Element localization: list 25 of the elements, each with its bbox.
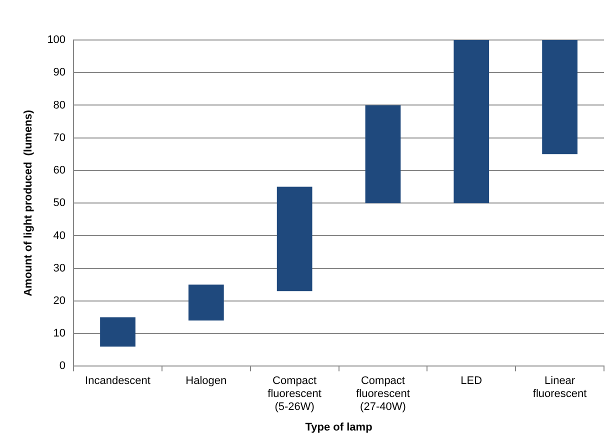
y-tick-label: 0	[59, 360, 66, 372]
y-tick-label: 40	[53, 230, 66, 242]
x-tick-label: Incandescent	[85, 374, 150, 387]
x-tick-label: Halogen	[186, 374, 227, 387]
bar	[542, 40, 578, 154]
x-tick-label: LED	[460, 374, 482, 387]
y-tick-label: 10	[53, 328, 66, 340]
x-tick-label: Compact fluorescent (27-40W)	[356, 374, 410, 414]
y-tick-label: 80	[53, 99, 66, 112]
y-tick-label: 50	[53, 197, 66, 210]
bar	[276, 186, 312, 292]
y-tick-label: 90	[53, 66, 66, 79]
y-tick-label: 30	[53, 262, 66, 274]
x-tick-label: Compact fluorescent (5-26W)	[268, 374, 322, 414]
bar	[454, 40, 490, 204]
y-tick-label: 100	[47, 34, 66, 46]
bar	[188, 284, 224, 321]
y-tick-label: 60	[53, 164, 66, 177]
x-tick-label: Linear fluorescent	[532, 374, 587, 400]
bar	[365, 105, 401, 204]
y-tick-label: 70	[53, 132, 66, 144]
y-tick-label: 20	[53, 294, 66, 307]
bar	[100, 317, 136, 347]
x-axis-title: Type of lamp	[305, 421, 373, 434]
y-axis-title: Amount of light produced (lumens)	[22, 110, 35, 296]
